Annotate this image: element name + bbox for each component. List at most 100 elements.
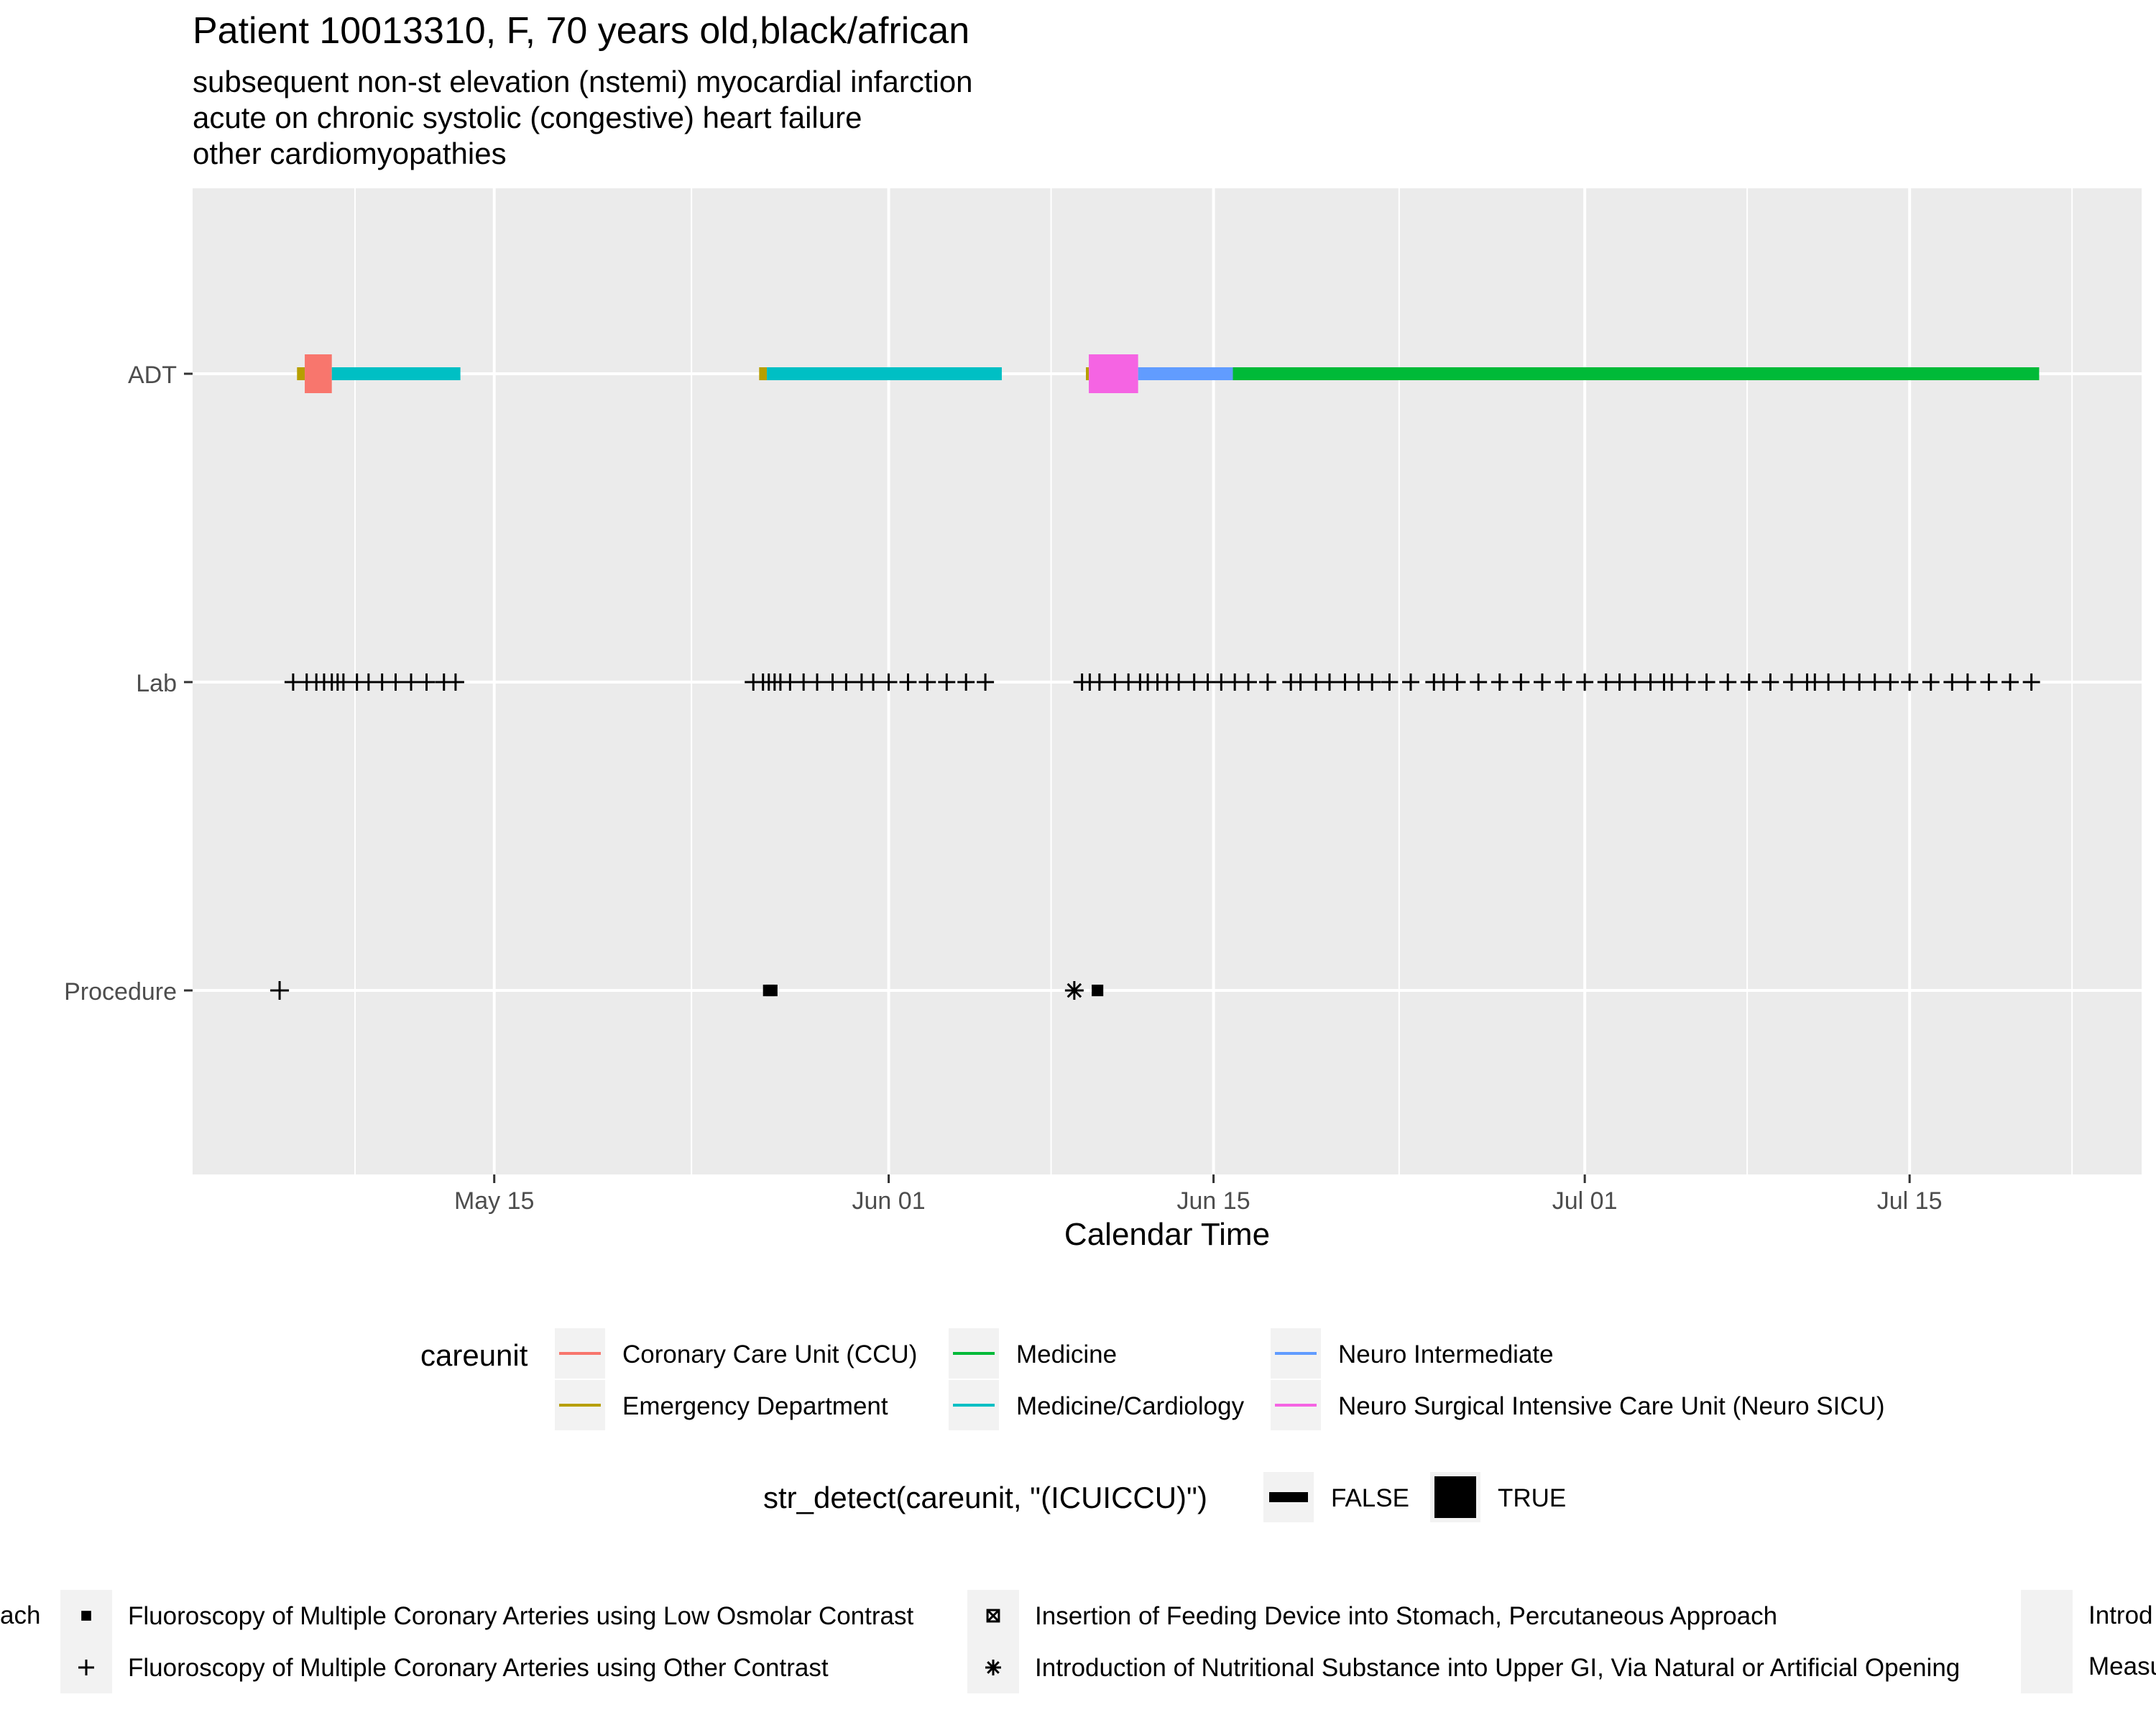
x-tick-label: Jun 01 [852, 1187, 926, 1215]
x-tick-label: Jul 01 [1552, 1187, 1618, 1215]
careunit-legend-title: careunit [420, 1338, 528, 1372]
adt-segment [297, 367, 305, 380]
procedure-legend-clipped-right-2: Measu [2088, 1652, 2156, 1680]
lab-event [808, 673, 826, 691]
adt-segment [1086, 367, 1089, 380]
adt-segment [767, 367, 1002, 380]
procedure-legend-symbol [986, 1609, 1000, 1623]
lab-event [1761, 673, 1779, 691]
procedure-legend-symbol [78, 1660, 94, 1675]
lab-event [1783, 673, 1801, 691]
adt-segment [1089, 354, 1138, 393]
procedure-event [1092, 984, 1104, 997]
lab-event [2022, 673, 2040, 691]
procedure-events [270, 981, 1104, 1000]
lab-event [1090, 673, 1108, 691]
lab-event [865, 673, 883, 691]
chart-subtitle-line-1: subsequent non-st elevation (nstemi) myo… [193, 65, 973, 98]
procedure-legend-symbol-diag2 [987, 1609, 1000, 1622]
lab-event [1881, 673, 1899, 691]
lab-event [1820, 673, 1838, 691]
icu-legend-swatch-true [1434, 1476, 1476, 1518]
lab-event [1470, 673, 1488, 691]
procedure-legend-symbol-square [81, 1611, 91, 1621]
lab-event [1958, 673, 1976, 691]
procedure-event [270, 981, 290, 1000]
y-tick-label-lab: Lab [136, 670, 177, 697]
procedure-event [765, 984, 778, 997]
careunit-legend-label: Medicine [1016, 1340, 1117, 1368]
adt-segments [297, 354, 2040, 393]
lab-event [1901, 673, 1919, 691]
procedure-event-ray [1067, 983, 1082, 998]
lab-event [2001, 673, 2019, 691]
procedure-legend-clipped-right-1: Introd [2088, 1601, 2153, 1629]
chart-title: Patient 10013310, F, 70 years old,black/… [193, 10, 969, 52]
lab-event [1943, 673, 1961, 691]
procedure-legend-clipped-left: ach [0, 1601, 40, 1629]
adt-segment [305, 354, 332, 393]
lab-event [1835, 673, 1853, 691]
x-tick-label: Jul 15 [1877, 1187, 1943, 1215]
y-ticks [184, 372, 193, 992]
careunit-legend: careunit Coronary Care Unit (CCU) Emergen… [420, 1328, 1885, 1430]
procedure-event-square [1092, 984, 1104, 997]
lab-event [1626, 673, 1644, 691]
procedure-legend-label: Introduction of Nutritional Substance in… [1035, 1654, 1960, 1682]
lab-event [1402, 673, 1419, 691]
lab-event [1576, 673, 1594, 691]
lab-event [1321, 673, 1338, 691]
icu-legend-title: str_detect(careunit, "(ICUICCU)") [763, 1481, 1207, 1514]
chart-subtitle-line-2: acute on chronic systolic (congestive) h… [193, 101, 862, 134]
x-tick-label: Jun 15 [1177, 1187, 1250, 1215]
lab-events [284, 673, 2040, 691]
procedure-legend: ach Introd Measu Fluoroscopy of Multiple… [0, 1590, 2156, 1693]
icu-legend-swatch-false [1269, 1492, 1308, 1502]
lab-event [1611, 673, 1628, 691]
careunit-legend-label: Neuro Surgical Intensive Care Unit (Neur… [1338, 1392, 1885, 1420]
careunit-legend-label: Neuro Intermediate [1338, 1340, 1554, 1368]
chart-subtitle-line-3: other cardiomyopathies [193, 137, 507, 170]
lab-event [837, 673, 855, 691]
lab-event [418, 673, 436, 691]
lab-event [1240, 673, 1257, 691]
lab-event [1512, 673, 1530, 691]
procedure-legend-clipped-key-1 [2021, 1590, 2073, 1642]
lab-event [1663, 673, 1681, 691]
icu-legend-label-false: FALSE [1331, 1484, 1409, 1512]
y-tick-label-adt: ADT [128, 362, 177, 389]
lab-event [938, 673, 956, 691]
lab-event [402, 673, 420, 691]
adt-segment [331, 367, 461, 380]
lab-event [918, 673, 936, 691]
procedure-legend-symbol [985, 1660, 1001, 1675]
procedure-legend-clipped-key-2 [2021, 1642, 2073, 1693]
lab-event [387, 673, 405, 691]
lab-event [1491, 673, 1508, 691]
procedure-event [1064, 981, 1084, 1000]
lab-event [446, 673, 464, 691]
lab-event [1533, 673, 1551, 691]
lab-event [1678, 673, 1696, 691]
lab-event [1170, 673, 1188, 691]
procedure-legend-symbol [81, 1611, 91, 1621]
lab-event [1258, 673, 1276, 691]
lab-event [957, 673, 975, 691]
lab-event [880, 673, 898, 691]
lab-event [977, 673, 995, 691]
adt-segment [1138, 367, 1233, 380]
lab-event [1381, 673, 1399, 691]
lab-event [1554, 673, 1572, 691]
careunit-legend-label: Emergency Department [622, 1392, 888, 1420]
lab-event [1291, 673, 1309, 691]
adt-segment [759, 367, 768, 380]
procedure-legend-label: Insertion of Feeding Device into Stomach… [1035, 1602, 1777, 1630]
careunit-legend-label: Coronary Care Unit (CCU) [622, 1340, 917, 1368]
x-axis-title: Calendar Time [1064, 1217, 1270, 1252]
procedure-legend-label: Fluoroscopy of Multiple Coronary Arterie… [128, 1654, 829, 1682]
procedure-event-square [765, 984, 778, 997]
lab-event [1922, 673, 1940, 691]
lab-event [1851, 673, 1869, 691]
lab-event [1866, 673, 1884, 691]
icu-legend: str_detect(careunit, "(ICUICCU)") FALSE T… [763, 1472, 1566, 1522]
